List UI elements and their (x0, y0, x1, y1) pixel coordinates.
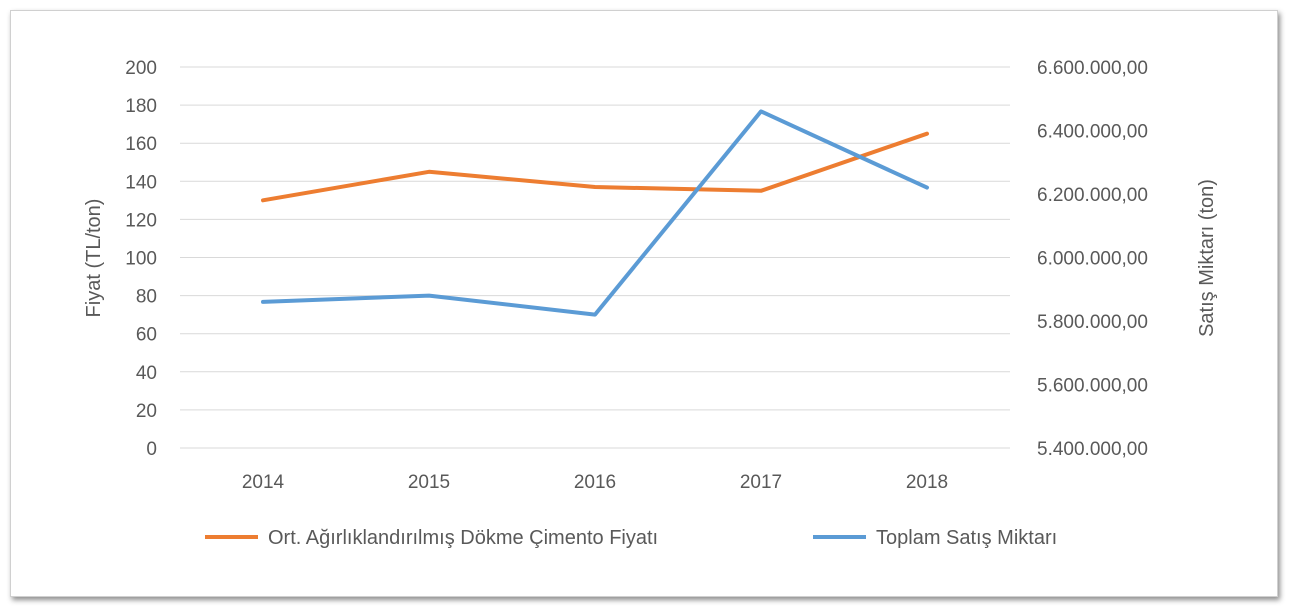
left-tick-label: 80 (136, 287, 157, 308)
series-lines (261, 109, 929, 317)
right-axis-title: Satış Miktarı (ton) (1196, 179, 1218, 337)
right-tick-label: 6.400.000,00 (1037, 122, 1148, 143)
x-tick-label: 2017 (740, 472, 782, 493)
right-tick-label: 5.600.000,00 (1037, 376, 1148, 397)
left-tick-label: 40 (136, 363, 157, 384)
chart-frame (10, 10, 1278, 597)
gridlines (180, 66, 1010, 449)
left-tick-label: 140 (125, 172, 157, 193)
left-axis-title: Fiyat (TL/ton) (83, 199, 105, 318)
right-tick-label: 6.600.000,00 (1037, 58, 1148, 79)
legend: Ort. Ağırlıklandırılmış Dökme Çimento Fi… (205, 527, 1057, 549)
right-tick-label: 5.400.000,00 (1037, 439, 1148, 460)
x-tick-label: 2014 (242, 472, 285, 493)
left-tick-label: 160 (125, 134, 157, 155)
left-tick-label: 60 (136, 325, 157, 346)
legend-label-sales: Toplam Satış Miktarı (876, 527, 1057, 549)
right-axis-ticks: 6.600.000,00 6.400.000,00 6.200.000,00 6.00… (1037, 58, 1148, 460)
left-tick-label: 0 (146, 439, 157, 460)
sales-series-line (261, 109, 929, 317)
left-tick-label: 200 (125, 58, 157, 79)
right-tick-label: 5.800.000,00 (1037, 312, 1148, 333)
left-tick-label: 120 (125, 210, 157, 231)
right-tick-label: 6.000.000,00 (1037, 249, 1148, 270)
left-tick-label: 180 (125, 96, 157, 117)
x-tick-label: 2016 (574, 472, 616, 493)
left-tick-label: 100 (125, 249, 157, 270)
right-tick-label: 6.200.000,00 (1037, 185, 1148, 206)
left-tick-label: 20 (136, 401, 157, 422)
x-tick-label: 2018 (906, 472, 948, 493)
x-axis-ticks: 2014 2015 2016 2017 2018 (242, 472, 948, 493)
x-tick-label: 2015 (408, 472, 450, 493)
legend-label-price: Ort. Ağırlıklandırılmış Dökme Çimento Fi… (268, 527, 658, 549)
